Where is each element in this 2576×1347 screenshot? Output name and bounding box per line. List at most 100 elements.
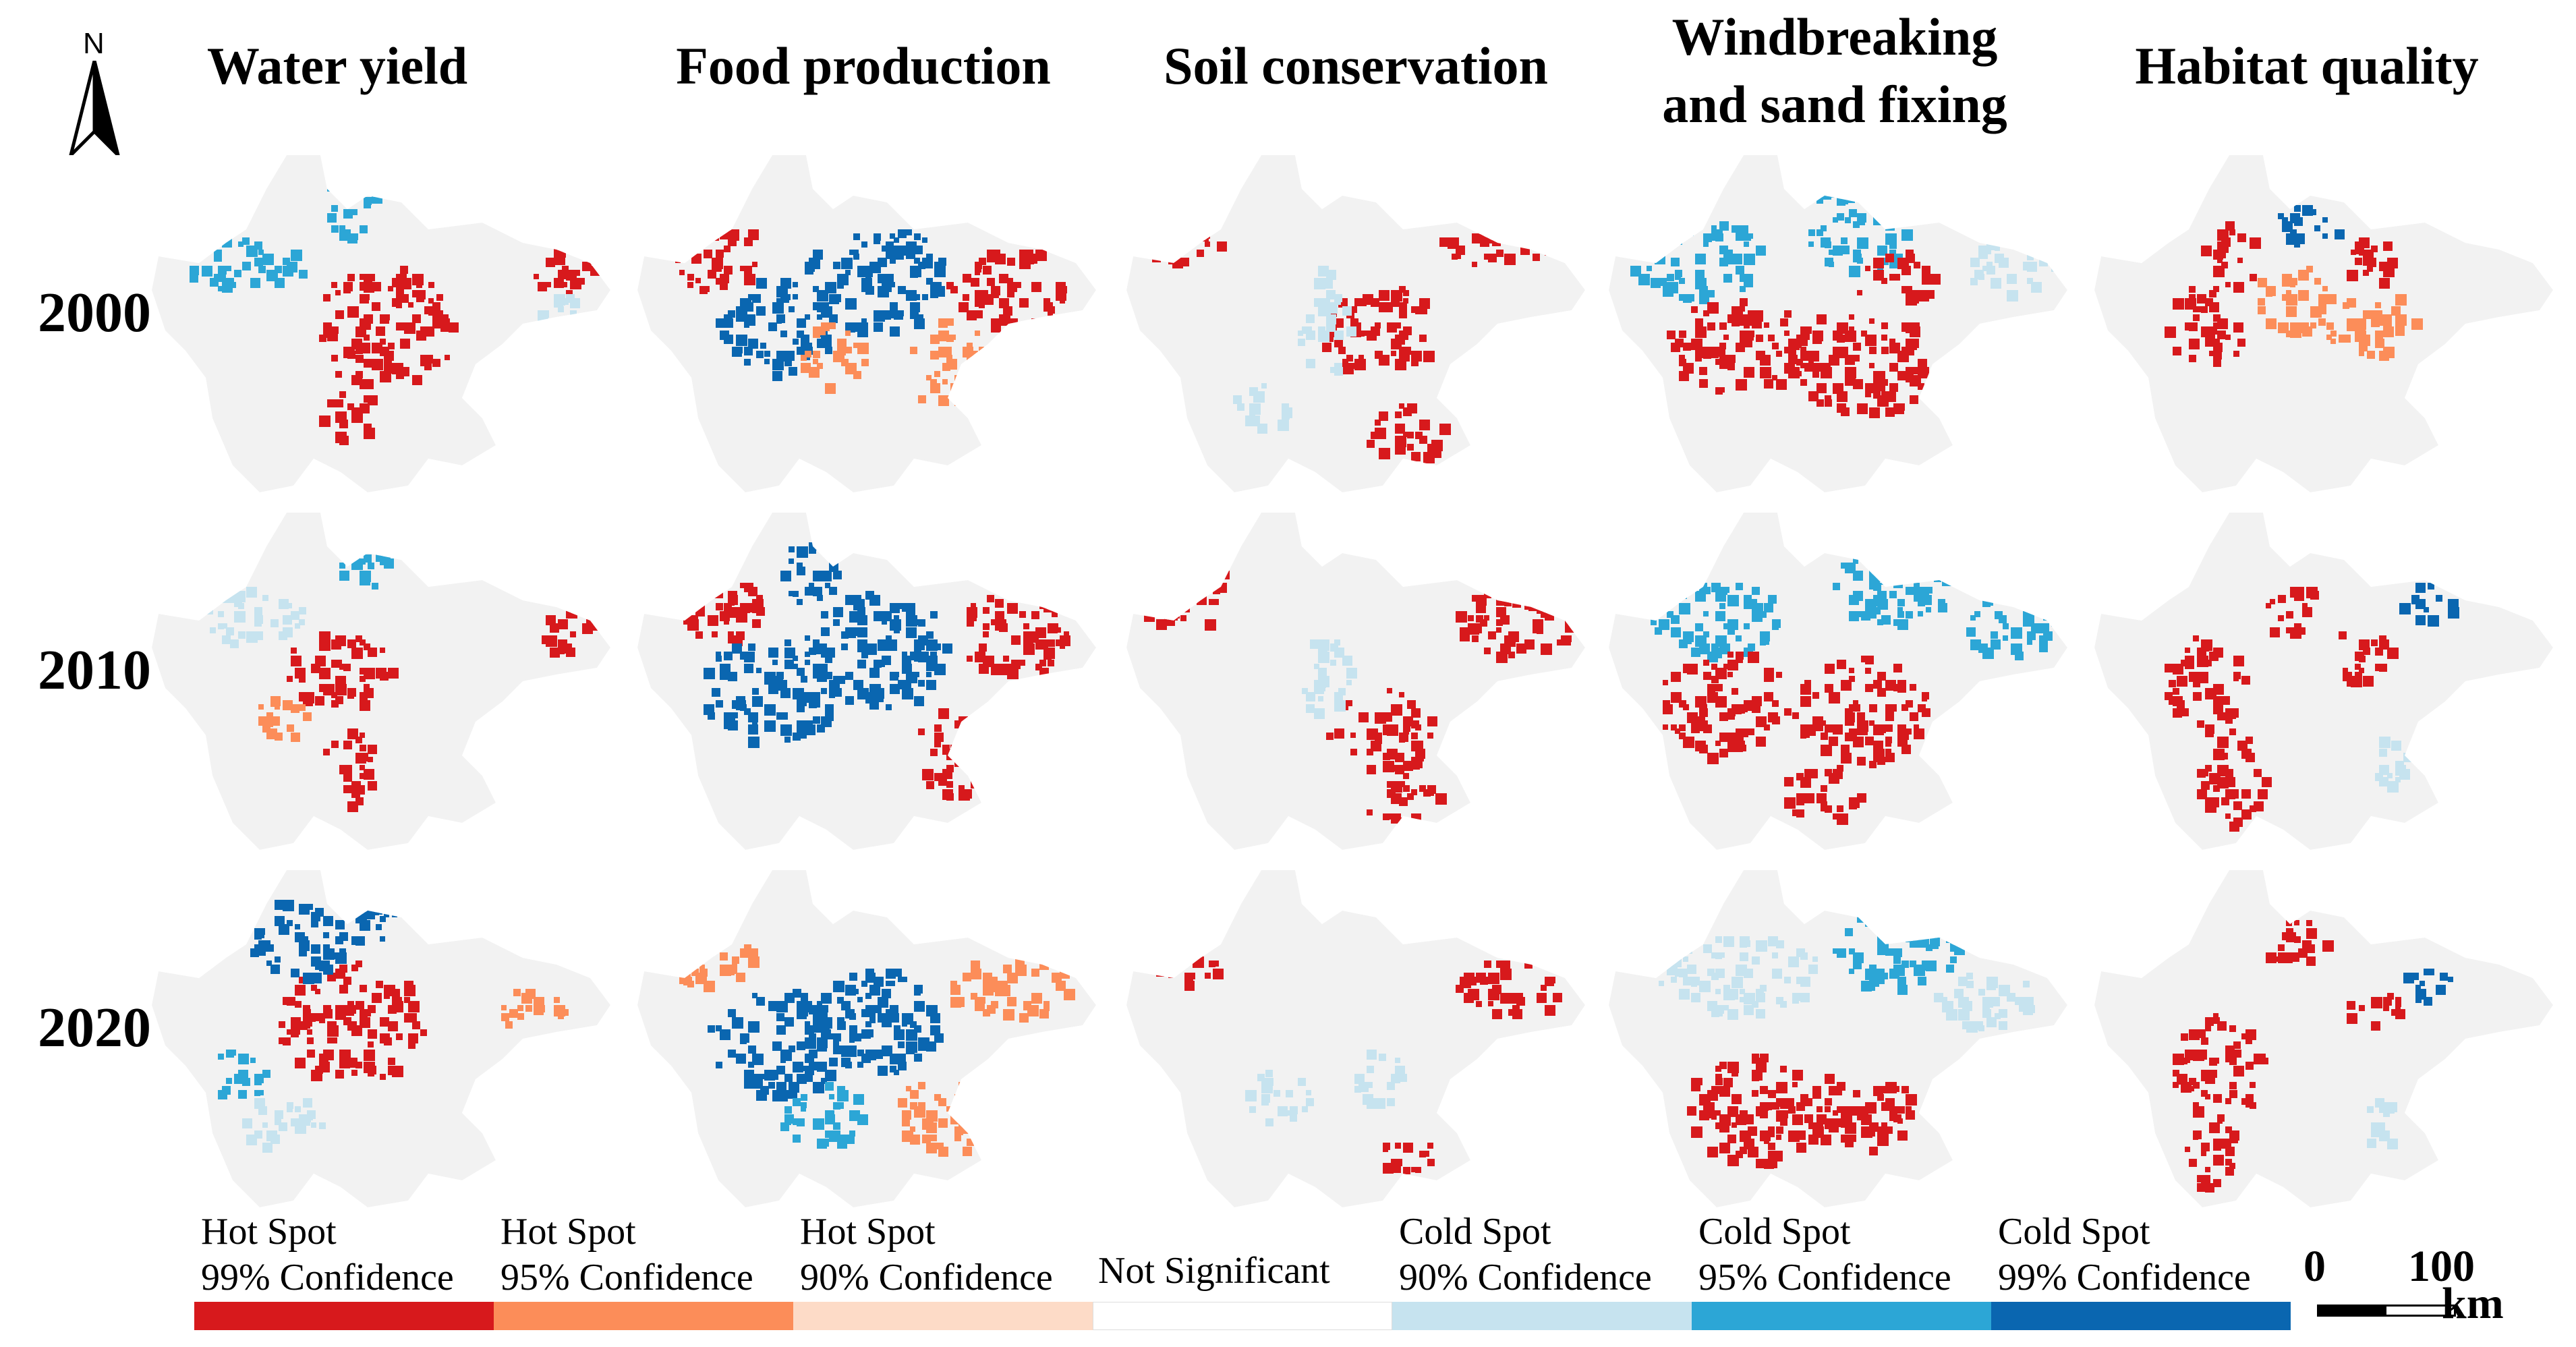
map-panel-soil-conservation-2000 bbox=[1120, 148, 1592, 499]
map-cell bbox=[837, 1045, 844, 1052]
map-cell bbox=[793, 591, 799, 597]
map-cell bbox=[2229, 1090, 2237, 1098]
map-cell bbox=[1395, 1066, 1405, 1076]
map-cell bbox=[1019, 1013, 1029, 1023]
map-cell bbox=[1144, 221, 1153, 230]
map-cell bbox=[1695, 326, 1707, 338]
map-cell bbox=[1719, 1086, 1730, 1097]
map-cell bbox=[1184, 940, 1192, 948]
map-cell bbox=[2237, 258, 2243, 263]
map-cell bbox=[1837, 335, 1845, 343]
map-cell bbox=[902, 680, 911, 689]
map-cell bbox=[2258, 306, 2266, 314]
map-cell bbox=[2225, 789, 2235, 799]
map-cell bbox=[748, 339, 758, 349]
map-cell bbox=[347, 233, 357, 243]
map-cell bbox=[1334, 318, 1344, 328]
map-cell bbox=[914, 648, 921, 655]
map-cell bbox=[833, 607, 843, 617]
map-cell bbox=[1298, 339, 1305, 346]
map-cell bbox=[1399, 302, 1407, 310]
map-cell bbox=[906, 229, 912, 235]
map-cell bbox=[1873, 741, 1883, 751]
map-cell bbox=[1160, 229, 1168, 237]
map-cell bbox=[857, 639, 867, 650]
map-cell bbox=[1756, 940, 1762, 946]
map-cell bbox=[364, 379, 374, 389]
map-cell bbox=[1873, 680, 1882, 689]
map-cell bbox=[829, 692, 835, 698]
map-cell bbox=[1869, 908, 1879, 918]
map-cell bbox=[1160, 965, 1170, 974]
map-cell bbox=[1663, 700, 1670, 708]
map-cell bbox=[1978, 1025, 1984, 1031]
map-cell bbox=[708, 233, 713, 239]
map-cell bbox=[319, 1062, 330, 1072]
map-cell bbox=[821, 716, 832, 727]
map-cell bbox=[1764, 724, 1770, 730]
map-cell bbox=[833, 1102, 840, 1110]
map-cell bbox=[2355, 664, 2361, 670]
map-cell bbox=[930, 611, 938, 619]
map-cell bbox=[975, 1114, 985, 1125]
map-cell bbox=[857, 1050, 864, 1056]
map-cell bbox=[364, 274, 370, 281]
map-cell bbox=[1391, 781, 1402, 793]
map-cell bbox=[287, 676, 293, 682]
map-cell bbox=[368, 563, 374, 569]
map-cell bbox=[2209, 1058, 2217, 1066]
map-cell bbox=[2343, 302, 2349, 309]
map-cell bbox=[890, 981, 895, 986]
map-cell bbox=[2031, 282, 2042, 293]
map-cell bbox=[2302, 607, 2312, 617]
map-cell bbox=[2395, 318, 2405, 328]
map-cell bbox=[1926, 290, 1935, 299]
map-cell bbox=[546, 282, 551, 287]
map-cell bbox=[1249, 411, 1255, 418]
map-cell bbox=[1512, 1005, 1520, 1012]
map-cell bbox=[1893, 965, 1905, 976]
map-cell bbox=[752, 294, 761, 303]
map-cell bbox=[331, 326, 339, 334]
map-cell bbox=[2201, 1037, 2208, 1045]
map-cell bbox=[894, 615, 899, 621]
map-cell bbox=[853, 343, 859, 348]
map-cell bbox=[1488, 225, 1498, 235]
map-cell bbox=[275, 1118, 281, 1125]
map-cell bbox=[1172, 567, 1183, 577]
map-cell bbox=[1492, 985, 1501, 994]
map-cell bbox=[360, 692, 368, 700]
map-cell bbox=[1209, 558, 1220, 570]
map-cell bbox=[1003, 656, 1009, 662]
map-cell bbox=[335, 920, 345, 929]
map-cell bbox=[1015, 282, 1021, 288]
map-cell bbox=[1841, 1114, 1852, 1126]
map-cell bbox=[2379, 765, 2389, 775]
map-cell bbox=[299, 270, 308, 279]
map-cell bbox=[291, 733, 300, 742]
map-cell bbox=[1752, 1090, 1758, 1097]
map-cell bbox=[2027, 278, 2033, 284]
map-cell bbox=[2367, 266, 2373, 272]
map-cell bbox=[1727, 1009, 1738, 1020]
map-cell bbox=[958, 302, 969, 312]
map-cell bbox=[1148, 567, 1157, 575]
map-cell bbox=[1411, 359, 1419, 366]
map-cell bbox=[351, 209, 357, 215]
map-cell bbox=[1804, 1114, 1813, 1123]
map-cell bbox=[712, 587, 720, 595]
map-cell bbox=[1707, 290, 1715, 297]
map-cell bbox=[1419, 1151, 1426, 1157]
map-svg bbox=[2094, 513, 2553, 850]
map-cell bbox=[1205, 241, 1210, 247]
map-cell bbox=[967, 387, 977, 398]
map-cell bbox=[562, 266, 569, 273]
map-cell bbox=[958, 716, 968, 726]
map-cell bbox=[882, 611, 892, 621]
map-cell bbox=[780, 571, 791, 581]
map-cell bbox=[829, 563, 838, 572]
map-cell bbox=[1201, 571, 1207, 577]
map-cell bbox=[1901, 704, 1908, 711]
map-cell bbox=[829, 1130, 840, 1142]
map-cell bbox=[1023, 631, 1031, 639]
